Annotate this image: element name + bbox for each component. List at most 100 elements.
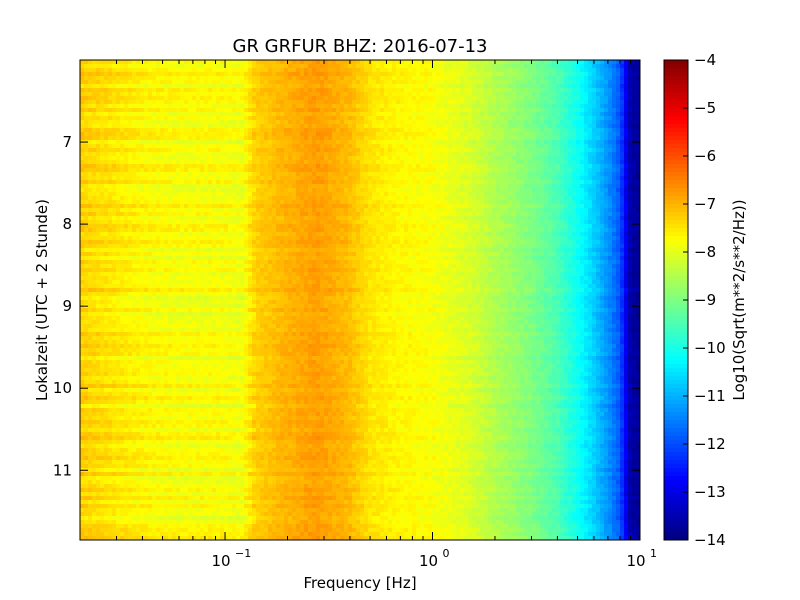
heatmap-cell [412,156,417,161]
heatmap-cell [204,104,209,109]
heatmap-cell [588,160,593,165]
heatmap-cell [600,64,605,69]
heatmap-cell [540,144,545,149]
heatmap-cell [308,96,313,101]
heatmap-cell [200,72,205,77]
heatmap-cell [576,160,581,165]
heatmap-cell [232,72,237,77]
heatmap-cell [372,116,377,121]
heatmap-cell [136,152,141,157]
heatmap-cell [256,60,261,65]
heatmap-cell [524,136,529,141]
heatmap-cell [536,68,541,73]
heatmap-cell [320,100,325,105]
heatmap-cell [428,92,433,97]
heatmap-cell [136,84,141,89]
heatmap-cell [344,184,349,189]
heatmap-cell [212,180,217,185]
heatmap-cell [392,180,397,185]
heatmap-cell [116,88,121,93]
heatmap-cell [552,156,557,161]
heatmap-cell [632,128,637,133]
heatmap-cell [532,96,537,101]
heatmap-cell [480,184,485,189]
heatmap-cell [432,92,437,97]
heatmap-cell [232,112,237,117]
heatmap-cell [104,60,109,65]
heatmap-cell [484,60,489,65]
heatmap-cell [224,168,229,173]
heatmap-cell [528,188,533,193]
heatmap-cell [376,184,381,189]
heatmap-cell [580,156,585,161]
heatmap-cell [300,200,305,205]
heatmap-cell [396,188,401,193]
heatmap-cell [452,196,457,201]
heatmap-cell [612,76,617,81]
heatmap-cell [164,168,169,173]
heatmap-cell [164,96,169,101]
heatmap-cell [352,144,357,149]
heatmap-cell [352,100,357,105]
heatmap-cell [472,140,477,145]
heatmap-cell [596,132,601,137]
heatmap-cell [596,120,601,125]
heatmap-cell [632,104,637,109]
heatmap-cell [580,164,585,169]
heatmap-cell [448,116,453,121]
heatmap-cell [528,68,533,73]
heatmap-cell [524,156,529,161]
heatmap-cell [432,148,437,153]
heatmap-cell [504,192,509,197]
heatmap-cell [460,192,465,197]
heatmap-cell [476,72,481,77]
heatmap-cell [396,108,401,113]
heatmap-cell [480,192,485,197]
heatmap-cell [608,88,613,93]
heatmap-cell [456,136,461,141]
heatmap-cell [368,120,373,125]
heatmap-cell [268,200,273,205]
heatmap-cell [456,188,461,193]
heatmap-cell [300,144,305,149]
heatmap-cell [312,124,317,129]
heatmap-cell [144,160,149,165]
heatmap-cell [204,160,209,165]
heatmap-cell [120,112,125,117]
heatmap-cell [268,168,273,173]
heatmap-cell [108,164,113,169]
heatmap-cell [164,132,169,137]
heatmap-cell [616,112,621,117]
heatmap-cell [284,88,289,93]
heatmap-cell [272,100,277,105]
heatmap-cell [464,116,469,121]
heatmap-cell [440,140,445,145]
heatmap-cell [460,104,465,109]
heatmap-cell [612,120,617,125]
heatmap-cell [396,112,401,117]
heatmap-cell [544,180,549,185]
heatmap-cell [296,172,301,177]
heatmap-cell [368,200,373,205]
heatmap-cell [84,116,89,121]
heatmap-cell [124,60,129,65]
heatmap-cell [152,108,157,113]
heatmap-cell [464,152,469,157]
heatmap-cell [148,132,153,137]
heatmap-cell [188,164,193,169]
heatmap-cell [408,100,413,105]
heatmap-cell [420,140,425,145]
heatmap-cell [516,124,521,129]
heatmap-cell [196,108,201,113]
heatmap-cell [200,160,205,165]
heatmap-cell [104,64,109,69]
heatmap-cell [564,164,569,169]
heatmap-cell [376,128,381,133]
heatmap-cell [256,100,261,105]
heatmap-cell [400,96,405,101]
heatmap-cell [208,88,213,93]
heatmap-cell [304,88,309,93]
heatmap-cell [240,92,245,97]
heatmap-cell [324,136,329,141]
heatmap-cell [612,72,617,77]
